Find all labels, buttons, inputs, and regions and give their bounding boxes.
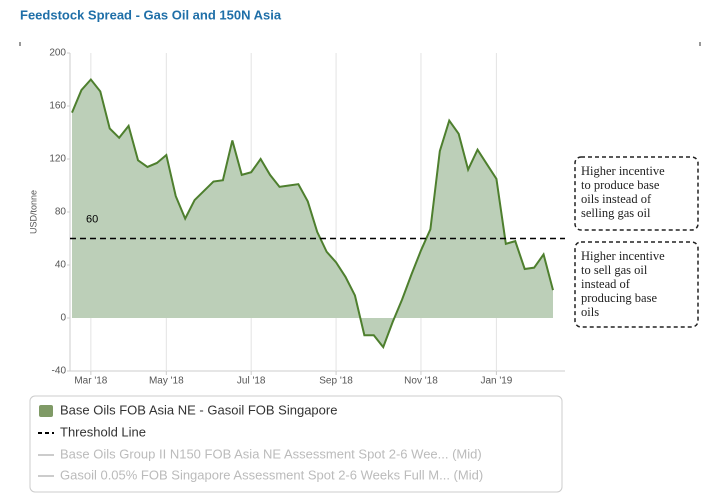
y-axis-label: USD/tonne xyxy=(28,190,38,234)
x-tick-label: Mar '18 xyxy=(74,376,107,387)
y-tick-label: -40 xyxy=(52,366,67,377)
y-tick-label: 80 xyxy=(55,207,67,218)
annotation-text: producing base xyxy=(581,291,657,305)
legend-label: Gasoil 0.05% FOB Singapore Assessment Sp… xyxy=(60,467,483,482)
threshold-label: 60 xyxy=(86,213,98,225)
annotation-text: to sell gas oil xyxy=(581,263,648,277)
legend-swatch xyxy=(39,405,53,417)
y-tick-label: 120 xyxy=(49,154,66,165)
x-tick-label: Sep '18 xyxy=(319,376,353,387)
annotation-text: Higher incentive xyxy=(581,164,665,178)
line xyxy=(71,77,554,350)
y-tick-label: 0 xyxy=(60,313,66,324)
annotation-text: to produce base xyxy=(581,178,660,192)
x-tick-label: Jan '19 xyxy=(480,376,512,387)
annotation-text: oils instead of xyxy=(581,192,652,206)
y-tick-label: 200 xyxy=(49,48,66,59)
area xyxy=(72,79,553,348)
x-tick-label: Jul '18 xyxy=(237,376,266,387)
annotation-text: selling gas oil xyxy=(581,206,651,220)
annotation-text: instead of xyxy=(581,277,631,291)
annotation-text: Higher incentive xyxy=(581,249,665,263)
annotation-box xyxy=(574,156,699,231)
legend-label: Base Oils Group II N150 FOB Asia NE Asse… xyxy=(60,446,482,461)
legend-box xyxy=(29,395,563,493)
annotation-box xyxy=(574,241,699,328)
y-tick-label: 40 xyxy=(55,260,67,271)
legend-label: Threshold Line xyxy=(60,424,146,439)
legend-label: Base Oils FOB Asia NE - Gasoil FOB Singa… xyxy=(60,402,337,417)
x-tick-label: Nov '18 xyxy=(404,376,438,387)
y-tick-label: 160 xyxy=(49,101,66,112)
annotation-text: oils xyxy=(581,305,599,319)
x-tick-label: May '18 xyxy=(149,376,184,387)
chart-title: Feedstock Spread - Gas Oil and 150N Asia xyxy=(20,7,282,22)
